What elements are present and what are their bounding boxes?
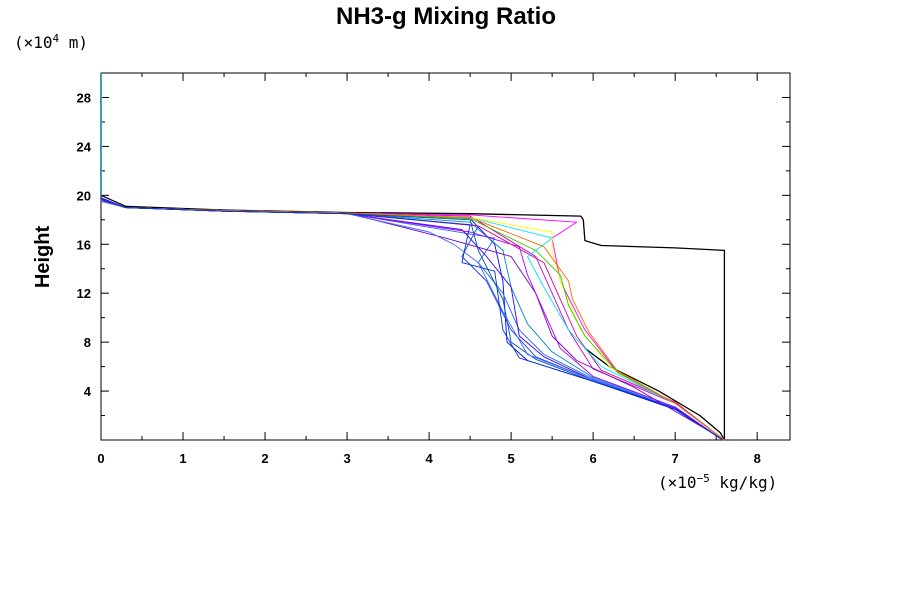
- series-line-run-13: [100, 198, 723, 441]
- series-line-run-06: [100, 199, 725, 441]
- series-line-run-02: [100, 198, 723, 441]
- y-axis-unit-suffix: m): [59, 33, 88, 52]
- y-tick-label: 8: [84, 335, 91, 350]
- x-tick-label: 0: [97, 451, 104, 466]
- y-axis-label: Height: [32, 226, 54, 289]
- x-axis-unit-exponent: −5: [697, 472, 710, 485]
- series-line-run-16: [100, 198, 723, 441]
- x-tick-label: 6: [590, 451, 597, 466]
- y-tick-label: 24: [77, 139, 92, 154]
- series-line-run-12: [100, 199, 725, 441]
- series-line-run-10: [100, 199, 725, 441]
- series-line-reference: [100, 194, 726, 441]
- series-line-run-15: [100, 199, 723, 441]
- x-tick-label: 2: [261, 451, 268, 466]
- series-lines: [100, 73, 726, 441]
- x-axis-unit: (×10−5 kg/kg): [658, 472, 777, 492]
- axis-ticks: [100, 73, 790, 440]
- y-axis-unit: (×104 m): [14, 32, 88, 52]
- y-tick-label: 20: [77, 188, 91, 203]
- x-axis-unit-prefix: (×10: [658, 473, 697, 492]
- x-tick-label: 4: [425, 451, 433, 466]
- y-tick-label: 4: [84, 384, 92, 399]
- series-line-run-04: [100, 200, 723, 441]
- series-line-run-08: [100, 199, 725, 441]
- chart-title: NH3-g Mixing Ratio: [336, 3, 556, 30]
- x-tick-label: 3: [343, 451, 350, 466]
- x-axis-unit-suffix: kg/kg): [710, 473, 777, 492]
- plot-area-frame: [100, 72, 791, 441]
- y-tick-label: 12: [77, 286, 91, 301]
- y-axis-unit-exponent: 4: [53, 32, 60, 45]
- x-tick-label: 5: [508, 451, 515, 466]
- y-tick-labels: 4 8 12 16 20 24 28: [77, 90, 92, 399]
- series-line-run-05: [100, 199, 725, 441]
- x-tick-label: 1: [179, 451, 186, 466]
- y-tick-label: 28: [77, 90, 91, 105]
- series-line-run-03: [100, 199, 723, 441]
- series-line-run-14: [100, 198, 723, 441]
- x-tick-label: 8: [754, 451, 761, 466]
- series-line-run-09: [100, 199, 725, 441]
- series-line-run-17: [100, 198, 723, 441]
- series-line-run-01: [100, 197, 723, 441]
- x-tick-labels: 0 1 2 3 4 5 6 7 8: [97, 451, 760, 466]
- x-tick-label: 7: [672, 451, 679, 466]
- y-axis-unit-prefix: (×10: [14, 33, 53, 52]
- y-tick-label: 16: [77, 237, 91, 252]
- series-line-run-07: [100, 199, 725, 441]
- series-line-run-11: [100, 199, 725, 441]
